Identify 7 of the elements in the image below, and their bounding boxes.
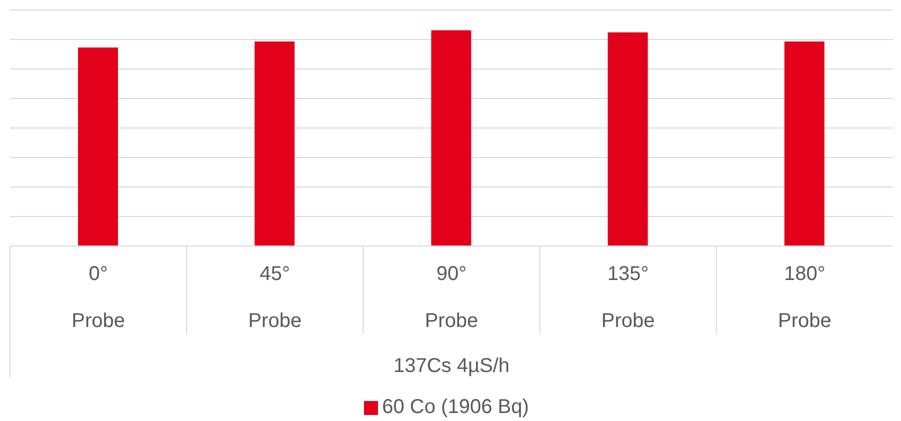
category-label: 90° Probe <box>424 263 478 332</box>
text: 137Cs 4µS/h <box>393 355 510 377</box>
category-label: 45° Probe <box>248 263 302 332</box>
category-label: 180° Probe <box>778 263 832 332</box>
legend-label: 60 Co (1906 Bq) <box>382 396 529 418</box>
category-label: 0° Probe <box>72 263 125 332</box>
category-label: 135° Probe <box>601 263 655 332</box>
